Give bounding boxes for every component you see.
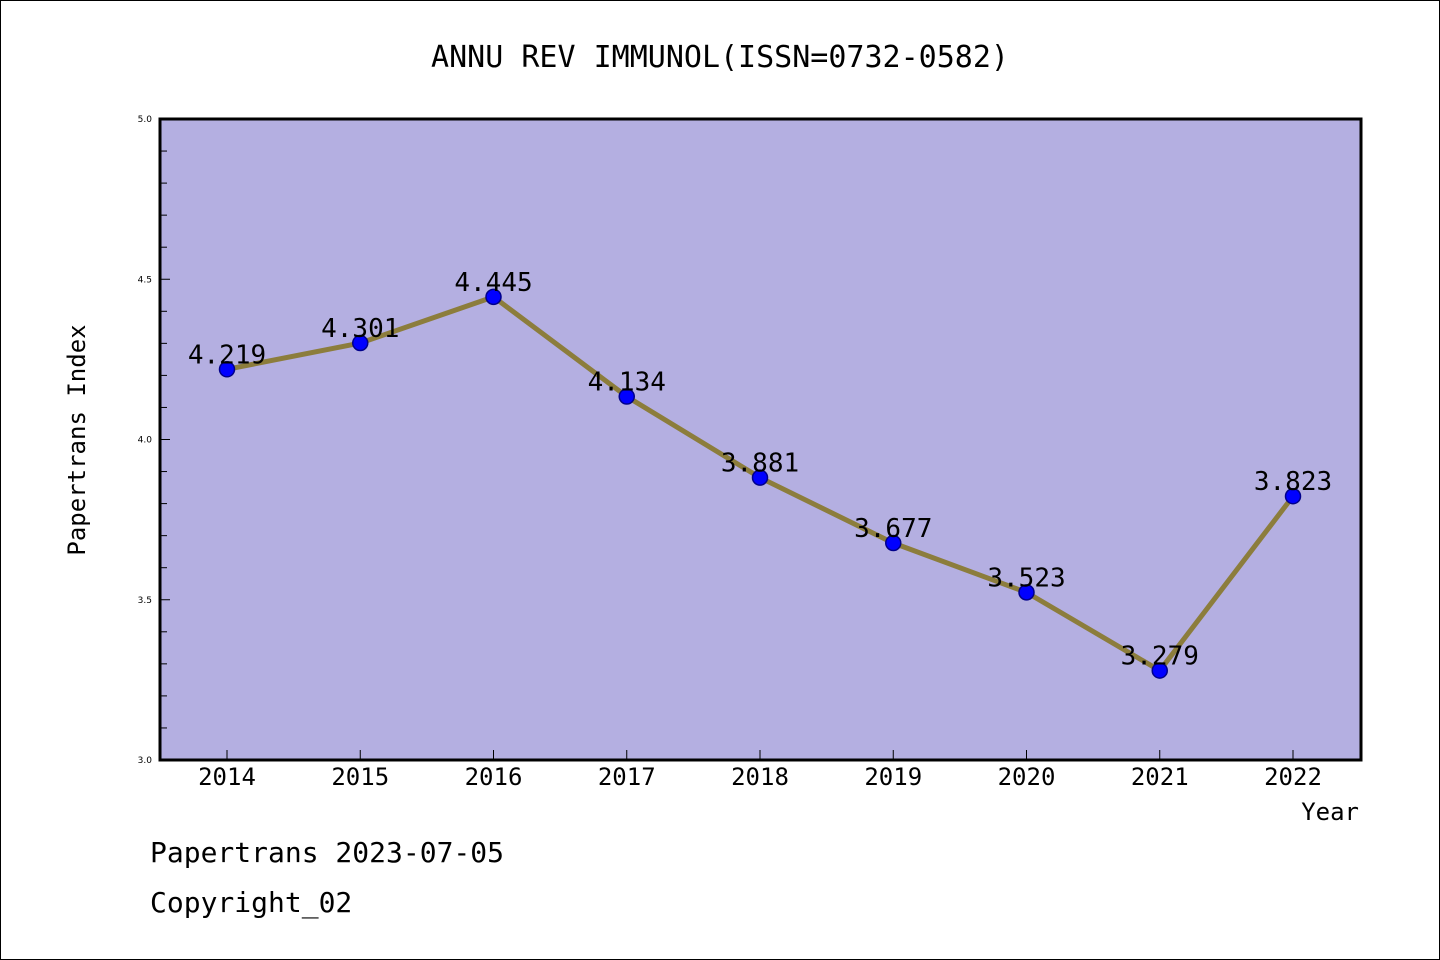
plot-border — [158, 117, 1363, 762]
y-tick-label: 3.0 — [138, 756, 153, 766]
y-tick-label: 4.5 — [138, 275, 152, 285]
footer-copyright: Copyright_02 — [150, 886, 353, 919]
data-label: 3.523 — [987, 563, 1065, 593]
data-point — [751, 469, 769, 486]
data-point — [618, 388, 635, 405]
x-axis: 2014 2015 2016 2017 2018 2019 2020 2021 2022 — [198, 750, 1322, 791]
data-point — [1018, 584, 1035, 601]
data-point — [1151, 662, 1168, 679]
x-tick-label: 2017 — [598, 763, 656, 791]
data-label: 3.823 — [1254, 467, 1332, 497]
y-axis-label: Papertrans Index — [63, 324, 91, 555]
data-markers — [218, 288, 1302, 679]
x-tick-label: 2018 — [731, 763, 789, 791]
plot-area — [160, 119, 1361, 760]
y-tick-label: 3.5 — [138, 596, 152, 606]
data-point — [352, 334, 369, 352]
data-label: 4.301 — [321, 314, 399, 344]
data-point — [485, 288, 502, 306]
y-tick-label: 4.0 — [138, 436, 153, 446]
x-tick-label: 2014 — [198, 763, 256, 791]
y-tick-label: 5.0 — [138, 115, 153, 125]
y-axis: 3.0 3.5 4.0 4.5 5.0 — [138, 115, 170, 766]
x-tick-label: 2021 — [1131, 763, 1189, 791]
data-point — [1284, 487, 1302, 505]
footer-date: Papertrans 2023-07-05 — [150, 836, 505, 869]
data-label: 3.881 — [721, 449, 799, 479]
data-label: 4.219 — [188, 340, 266, 370]
x-tick-label: 2015 — [331, 763, 389, 791]
x-tick-label: 2022 — [1264, 763, 1322, 791]
data-label: 4.134 — [588, 368, 666, 398]
data-label: 4.445 — [454, 268, 532, 298]
x-tick-label: 2016 — [465, 763, 523, 791]
x-tick-label: 2019 — [864, 763, 922, 791]
data-label: 3.279 — [1121, 642, 1199, 672]
data-labels: 4.219 4.301 4.445 4.134 3.881 3.677 3.523 3.279… — [188, 268, 1332, 672]
data-label: 3.677 — [854, 514, 932, 544]
chart-title: ANNU REV IMMUNOL(ISSN=0732-0582) — [431, 40, 1009, 75]
x-axis-label: Year — [1301, 798, 1359, 826]
x-tick-label: 2020 — [998, 763, 1056, 791]
data-point — [218, 361, 236, 378]
data-point — [885, 534, 902, 552]
